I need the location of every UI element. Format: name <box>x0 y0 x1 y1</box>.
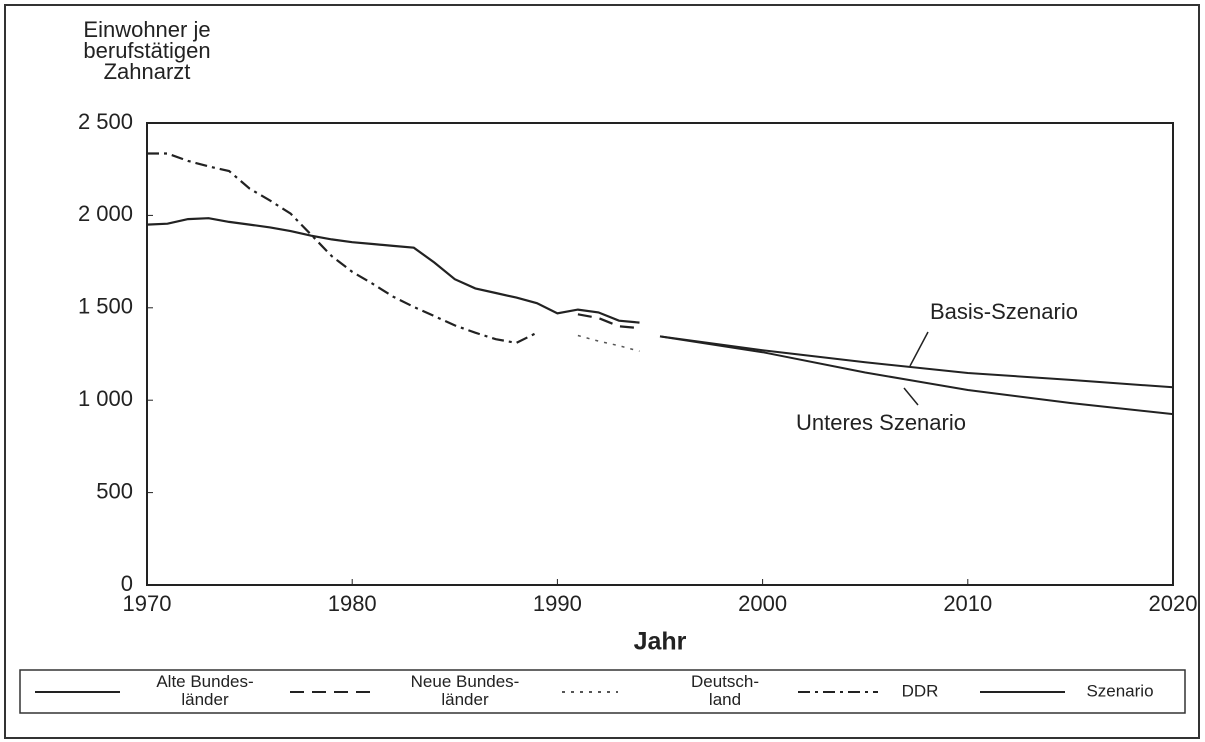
annotation-pointer <box>909 331 929 367</box>
y-tick-label: 0 <box>121 571 133 596</box>
y-tick-label: 1 000 <box>78 386 133 411</box>
x-tick-label: 1990 <box>533 591 582 616</box>
x-axis-label: Jahr <box>634 628 687 656</box>
y-axis-label: Zahnarzt <box>104 59 191 84</box>
data-line <box>577 334 640 352</box>
annotation-pointer <box>903 387 919 406</box>
data-line <box>659 335 1174 389</box>
y-axis-label: berufstätigen <box>83 38 210 63</box>
x-tick-label: 2000 <box>738 591 787 616</box>
legend-frame <box>19 669 1186 714</box>
x-tick-label: 2010 <box>943 591 992 616</box>
y-tick-label: 500 <box>96 478 133 503</box>
y-tick-label: 2 500 <box>78 109 133 134</box>
y-tick-label: 2 000 <box>78 201 133 226</box>
data-line <box>147 152 538 345</box>
data-line <box>577 313 640 330</box>
x-tick-label: 1980 <box>328 591 377 616</box>
plot-frame <box>146 122 1174 586</box>
x-tick-label: 2020 <box>1149 591 1198 616</box>
outer-frame <box>4 4 1200 739</box>
annotation: Basis-Szenario <box>930 299 1078 324</box>
legend-label: Alte Bundes-länder <box>156 672 253 709</box>
data-line <box>146 217 640 324</box>
legend-label: Deutsch-land <box>691 672 759 709</box>
legend: Alte Bundes-länder Neue Bundes-länder Deut… <box>35 672 1154 709</box>
y-tick-label: 1 500 <box>78 294 133 319</box>
annotation: Unteres Szenario <box>796 410 966 435</box>
x-tick-label: 1970 <box>123 591 172 616</box>
legend-label: Szenario <box>1086 681 1153 700</box>
legend-label: Neue Bundes-länder <box>411 672 520 709</box>
data-line <box>659 335 1174 416</box>
legend-label: DDR <box>902 681 939 700</box>
y-axis-label: Einwohner je <box>83 17 210 42</box>
